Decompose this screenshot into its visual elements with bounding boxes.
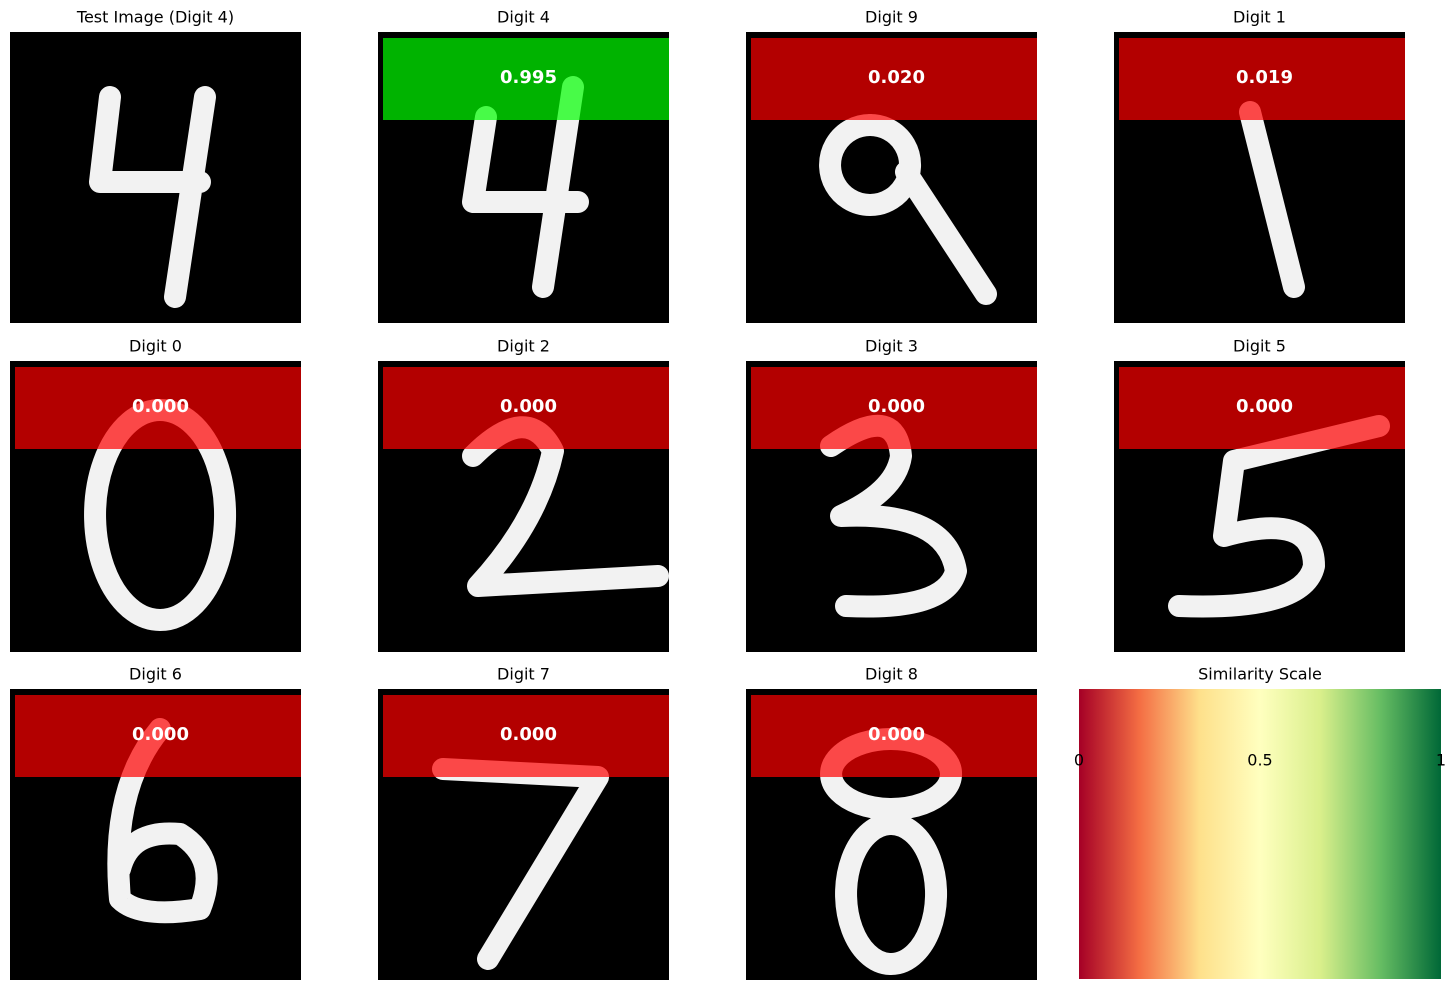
panel-title: Digit 0: [129, 337, 182, 356]
similarity-band: [751, 38, 1037, 120]
panel-title: Test Image (Digit 4): [76, 8, 234, 27]
similarity-score: 0.000: [868, 396, 925, 417]
panel-image: 0.000: [1114, 361, 1405, 652]
digit-stroke: [107, 718, 218, 924]
panel-image: 0.020: [746, 32, 1037, 323]
digit-stroke: [84, 399, 236, 631]
similarity-score: 0.019: [1236, 67, 1293, 88]
colorbar-title: Similarity Scale: [1198, 665, 1322, 684]
colorbar-tick-label: 0: [1074, 751, 1084, 770]
similarity-score: 0.000: [500, 396, 557, 417]
similarity-band: [15, 367, 301, 449]
panel-image: 0.000: [10, 689, 301, 980]
panel-title: Digit 7: [497, 665, 550, 684]
panel-title: Digit 9: [865, 8, 918, 27]
colorbar-tick-label: 0.5: [1247, 751, 1272, 770]
panel-title: Digit 5: [1233, 337, 1286, 356]
panel-image: 0.995: [378, 32, 669, 323]
panel-image: 0.000: [378, 689, 669, 980]
similarity-band: [15, 695, 301, 777]
colorbar: [1079, 689, 1441, 979]
similarity-band: [1119, 367, 1405, 449]
panel-image: 0.000: [746, 689, 1037, 980]
similarity-score: 0.995: [500, 67, 557, 88]
digit-stroke: [1239, 101, 1305, 298]
similarity-band: [1119, 38, 1405, 120]
colorbar-tick-label: 1: [1436, 751, 1446, 770]
similarity-score: 0.000: [1236, 396, 1293, 417]
panel-image: 0.000: [746, 361, 1037, 652]
similarity-score: 0.000: [132, 724, 189, 745]
similarity-band: [383, 367, 669, 449]
panel-title: Digit 1: [1233, 8, 1286, 27]
similarity-score: 0.000: [500, 724, 557, 745]
similarity-band: [383, 38, 669, 120]
similarity-score: 0.000: [868, 724, 925, 745]
similarity-score: 0.020: [868, 67, 925, 88]
panel-title: Digit 3: [865, 337, 918, 356]
panel-image: 0.000: [10, 361, 301, 652]
panel-image: 0.000: [378, 361, 669, 652]
similarity-band: [751, 695, 1037, 777]
panel-title: Digit 8: [865, 665, 918, 684]
similarity-band: [383, 695, 669, 777]
similarity-band: [751, 367, 1037, 449]
digit-stroke: [819, 114, 997, 305]
digit-stroke: [1168, 415, 1390, 618]
panel-title: Digit 6: [129, 665, 182, 684]
digit-stroke: [89, 86, 216, 308]
digit-stroke: [462, 76, 589, 298]
panel-image: 0.019: [1114, 32, 1405, 323]
panel-title: Digit 4: [497, 8, 550, 27]
panel-title: Digit 2: [497, 337, 550, 356]
similarity-score: 0.000: [132, 396, 189, 417]
panel-image: [10, 32, 301, 323]
